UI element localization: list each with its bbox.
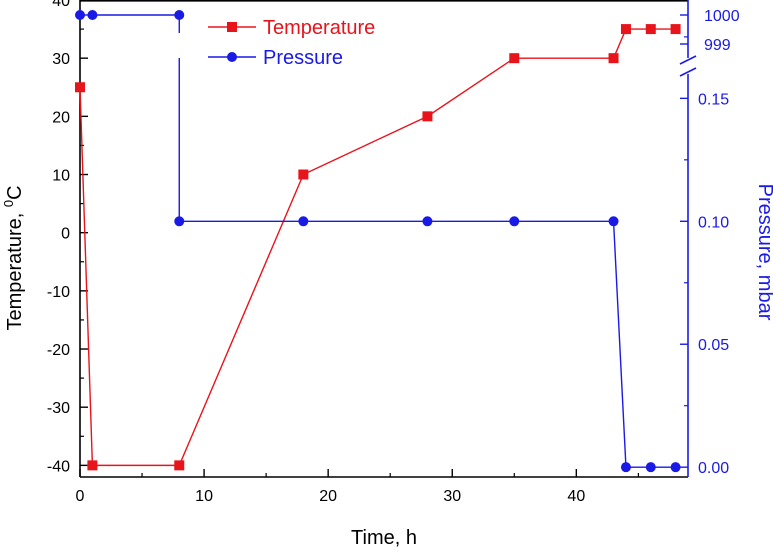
left-y-tick-label: -20: [47, 342, 70, 359]
temperature-point: [75, 82, 85, 93]
legend-temperature-label: Temperature: [263, 17, 375, 39]
left-y-tick-label: -40: [47, 458, 70, 475]
x-tick-label: 30: [443, 488, 461, 505]
right-y-tick-label: 0.15: [698, 91, 729, 108]
right-y-axis-title: Pressure, mbar: [754, 184, 773, 321]
pressure-point: [174, 216, 185, 227]
pressure-point: [509, 216, 520, 227]
left-y-axis-title-degree: 0: [1, 200, 16, 207]
right-axis-break-mark-top: [679, 55, 697, 65]
pressure-line-segment: [612, 221, 627, 468]
pressure-point: [298, 216, 309, 227]
x-tick-label: 20: [319, 488, 337, 505]
left-y-axis-title: Temperature, 0C: [1, 185, 26, 330]
left-y-tick-label: 0: [61, 226, 70, 243]
temperature-point: [645, 24, 656, 35]
pressure-point: [608, 216, 619, 227]
temperature-point: [174, 460, 185, 471]
pressure-series: [75, 10, 681, 473]
pressure-point: [75, 10, 85, 20]
pressure-point: [645, 462, 656, 473]
temperature-series: [75, 24, 681, 471]
pressure-point: [670, 462, 681, 473]
x-axis-title: Time, h: [351, 527, 417, 549]
left-y-tick-label: 30: [52, 51, 70, 68]
legend-temperature-marker: [227, 22, 237, 32]
temperature-point: [670, 24, 681, 35]
legend-pressure-marker: [227, 52, 237, 62]
x-axis-ticks: 0 10 20 30 40: [76, 469, 639, 505]
right-axis-break-mark-bottom: [679, 67, 697, 77]
left-y-tick-label: 20: [52, 109, 70, 126]
x-tick-label: 0: [76, 488, 85, 505]
pressure-point: [620, 462, 631, 473]
pressure-point: [174, 10, 185, 20]
left-y-tick-label: -10: [47, 284, 70, 301]
pressure-point: [422, 216, 433, 227]
temperature-point: [620, 24, 631, 35]
left-y-axis-title-main: Temperature,: [4, 207, 26, 330]
temperature-line: [79, 28, 676, 467]
right-y-upper-tick-label: 1000: [704, 8, 740, 25]
temperature-point: [422, 111, 433, 122]
legend: Temperature Pressure: [208, 17, 375, 69]
left-y-tick-label: -30: [47, 400, 70, 417]
left-y-tick-label: 10: [52, 168, 70, 185]
right-y-tick-label: 0.00: [698, 460, 729, 477]
x-tick-label: 40: [567, 488, 585, 505]
left-y-axis-title-unit: C: [4, 185, 26, 199]
x-tick-label: 10: [195, 488, 213, 505]
temperature-point: [87, 460, 98, 471]
legend-pressure-label: Pressure: [263, 47, 343, 69]
right-y-tick-label: 0.10: [698, 214, 729, 231]
temperature-point: [509, 53, 520, 64]
temperature-point: [298, 169, 309, 180]
pressure-point: [87, 10, 98, 20]
left-y-tick-label: 40: [52, 0, 70, 10]
right-y-tick-label: 0.05: [698, 337, 729, 354]
right-y-axis-ticks: 0.00 0.05 0.10 0.15 999 1000: [680, 8, 740, 477]
right-y-upper-tick-label: 999: [704, 37, 731, 54]
temperature-point: [608, 53, 619, 64]
